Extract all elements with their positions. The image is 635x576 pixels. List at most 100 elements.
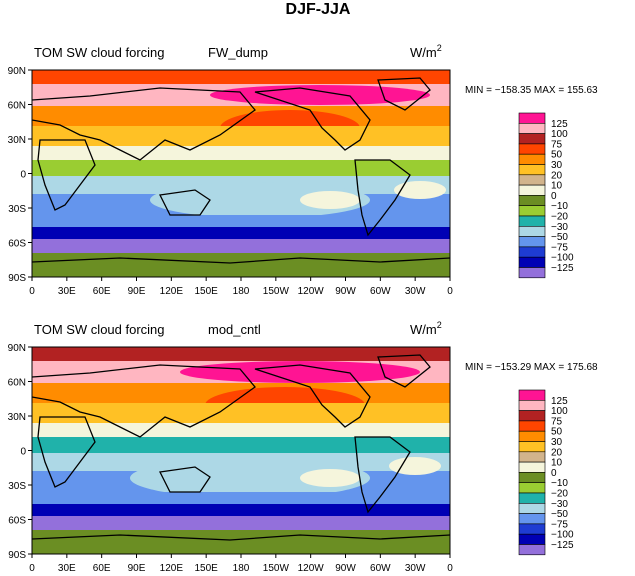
coastline-north-america [254,87,371,151]
coastline-africa [37,139,96,211]
colorbar-swatch [518,492,546,504]
colorbar-swatch [518,215,546,227]
colorbar-label: −75 [551,519,568,530]
x-tick-label: 0 [447,286,453,297]
x-tick-label: 30E [58,563,76,574]
y-tick-label: 30N [8,135,26,146]
colorbar-label: −50 [551,509,568,520]
panel-mod-cntl: TOM SW cloud forcing mod_cntl W/m2 MIN =… [8,320,598,574]
colorbar-label: 20 [551,447,563,458]
panel-title-center: mod_cntl [208,322,261,337]
x-tick-label: 0 [29,563,35,574]
colorbar-label: 10 [551,458,563,469]
colorbar-swatch [518,133,546,145]
x-tick-label: 180 [233,563,250,574]
colorbar-swatch [518,399,546,411]
colorbar-label: 30 [551,437,563,448]
stats-text: MIN = −153.29 MAX = 175.68 [465,362,598,373]
colorbar-swatch [518,246,546,258]
colorbar-label: 75 [551,416,563,427]
colorbar-swatch [518,174,546,186]
colorbar-label: 100 [551,129,568,140]
stats-text: MIN = −158.35 MAX = 155.63 [465,85,598,96]
x-tick-label: 30W [405,286,426,297]
colorbar-swatch [518,184,546,196]
band-20n [32,126,450,146]
y-tick-label: 60N [8,101,26,112]
coastline-antarctica [32,534,450,541]
colorbar-swatch [518,205,546,217]
coastline-antarctica [32,257,450,264]
colorbar-label: −125 [551,540,574,551]
band-65s [32,516,450,530]
y-tick-label: 30S [8,204,26,215]
colorbar-label: 0 [551,468,557,479]
x-tick-label: 60W [370,563,391,574]
cream-atlantic [394,181,446,199]
colorbar-swatch [518,123,546,134]
colorbar-swatch [518,267,546,279]
colorbar-swatch [518,451,546,463]
coastline-north-america [254,364,371,428]
x-tick-label: 90E [128,563,146,574]
panel-title-center: FW_dump [208,45,268,60]
coastline-south-america [354,159,411,237]
colorbar-swatch [518,513,546,525]
y-axis: 90N 60N 30N 0 30S 60S 90S [8,66,32,284]
x-axis: 0 30E 60E 90E 120E 150E 180 150W 120W 90W 60W 30W 0 [29,277,453,297]
coastline-australia [159,189,211,216]
colorbar-label: 10 [551,181,563,192]
map-field [32,70,450,277]
y-tick-label: 90N [8,66,26,77]
colorbar-swatch [518,410,546,422]
x-tick-label: 120E [160,286,184,297]
cream-sub-pacific [300,469,360,487]
y-tick-label: 90N [8,343,26,354]
coastline-australia [159,466,211,493]
x-tick-label: 120E [160,563,184,574]
colorbar-label: −125 [551,263,574,274]
band-65s [32,239,450,253]
colorbar-label: 0 [551,191,557,202]
pink-high-lat [210,85,430,105]
x-tick-label: 60E [93,286,111,297]
y-tick-label: 90S [8,550,26,561]
x-tick-label: 30E [58,286,76,297]
colorbar-swatch [518,533,546,545]
band-eq [32,160,450,176]
y-tick-label: 60N [8,378,26,389]
panel-fw-dump: TOM SW cloud forcing FW_dump W/m2 MIN = … [8,43,598,297]
x-tick-label: 180 [233,286,250,297]
colorbar-swatch [518,153,546,165]
colorbar-swatch [518,164,546,176]
light-blue-pacific [150,182,370,218]
x-tick-label: 60W [370,286,391,297]
x-tick-label: 150W [263,563,290,574]
colorbar-swatch [518,226,546,237]
panel-units: W/m2 [410,320,442,337]
x-tick-label: 0 [447,563,453,574]
colorbar-swatch [518,523,546,535]
x-tick-label: 150W [263,286,290,297]
y-tick-label: 0 [20,447,26,458]
colorbar-label: 100 [551,406,568,417]
colorbar-swatch [518,112,546,124]
colorbar-swatch [518,472,546,483]
colorbar-label: 125 [551,396,568,407]
colorbar-label: −100 [551,253,574,264]
y-tick-label: 0 [20,170,26,181]
colorbar-swatch [518,461,546,473]
panel-units: W/m2 [410,43,442,60]
band-north-pole [32,70,450,84]
coastline-greenland [377,77,431,111]
band-10n [32,423,450,437]
coastline-south-america [354,436,411,514]
figure-title: DJF-JJA [286,1,351,18]
colorbar-label: −50 [551,232,568,243]
colorbar-swatch [518,143,546,155]
colorbar-swatch [518,256,546,268]
band-55s [32,504,450,516]
x-tick-label: 120W [298,563,325,574]
coastline-africa [37,416,96,488]
